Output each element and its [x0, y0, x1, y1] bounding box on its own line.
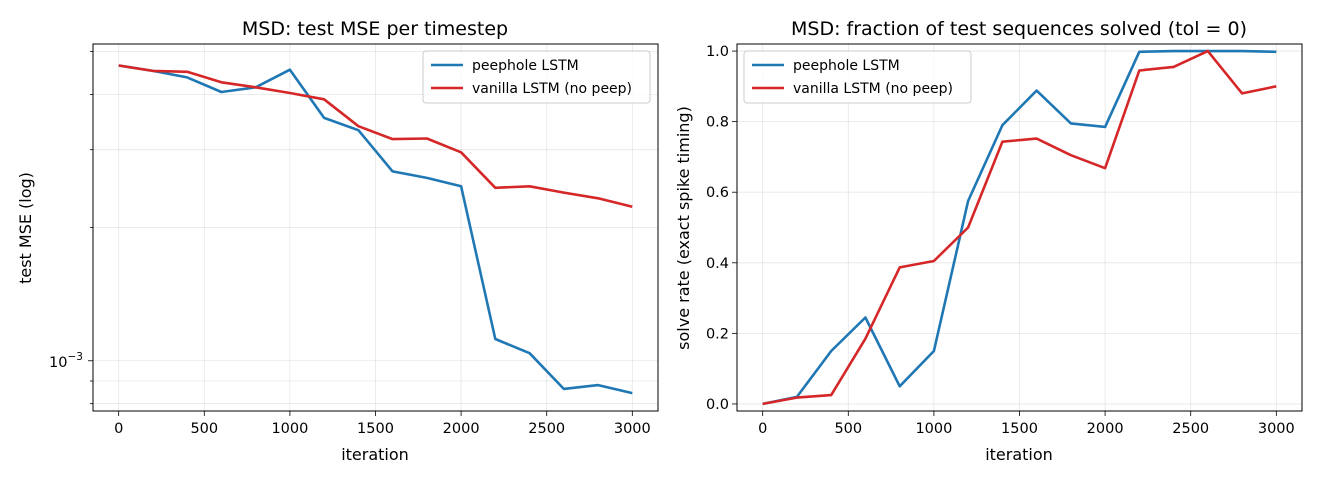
mse-chart-title: MSD: test MSE per timestep — [242, 18, 508, 40]
solve-rate-x-tick-label: 1500 — [1001, 421, 1038, 437]
mse-series-vanilla-line — [118, 64, 633, 208]
mse-x-tick-label: 3000 — [614, 421, 651, 437]
mse-x-tick-label: 500 — [190, 421, 218, 437]
solve-rate-y-tick-label: 1.0 — [706, 44, 729, 60]
solve-rate-legend-label-peephole: peephole LSTM — [793, 58, 900, 74]
solve-rate-grid — [737, 44, 1302, 411]
solve-rate-panel: MSD: fraction of test sequences solved (… — [674, 18, 1303, 464]
solve-rate-x-axis-label: iteration — [985, 445, 1053, 464]
mse-series — [118, 64, 633, 395]
solve-rate-y-axis-label: solve rate (exact spike timing) — [674, 106, 693, 350]
mse-legend: peephole LSTM vanilla LSTM (no peep) — [422, 50, 651, 104]
solve-rate-y-axis: 0.0 0.2 0.4 0.6 0.8 1.0 — [706, 44, 737, 413]
mse-x-tick-label: 2500 — [528, 421, 565, 437]
solve-rate-y-tick-label: 0.0 — [706, 397, 729, 413]
solve-rate-x-tick-label: 3000 — [1258, 421, 1295, 437]
solve-rate-y-tick-label: 0.6 — [706, 185, 729, 201]
mse-x-tick-label: 0 — [114, 421, 123, 437]
solve-rate-x-tick-label: 2500 — [1172, 421, 1209, 437]
mse-grid — [93, 44, 658, 411]
mse-x-axis: 0 500 1000 1500 2000 2500 3000 — [114, 411, 651, 437]
solve-rate-chart-title: MSD: fraction of test sequences solved (… — [791, 18, 1247, 40]
solve-rate-legend: peephole LSTM vanilla LSTM (no peep) — [743, 50, 972, 104]
mse-x-tick-label: 1500 — [357, 421, 394, 437]
mse-legend-box — [422, 50, 651, 104]
solve-rate-x-tick-label: 0 — [758, 421, 767, 437]
solve-rate-legend-label-vanilla: vanilla LSTM (no peep) — [793, 81, 953, 97]
solve-rate-series — [762, 49, 1277, 406]
mse-y-axis: 10−3 — [49, 51, 93, 405]
solve-rate-x-axis: 0 500 1000 1500 2000 2500 3000 — [758, 411, 1295, 437]
mse-legend-label-peephole: peephole LSTM — [472, 58, 579, 74]
mse-y-tick-label: 10−3 — [49, 351, 83, 371]
mse-series-peephole-line — [118, 64, 633, 395]
solve-rate-y-tick-label: 0.4 — [706, 256, 729, 272]
mse-panel: MSD: test MSE per timestep 0 500 1000 1500 2… — [16, 18, 659, 464]
mse-x-tick-label: 2000 — [443, 421, 480, 437]
solve-rate-series-vanilla-line — [762, 49, 1277, 406]
solve-rate-x-tick-label: 1000 — [915, 421, 952, 437]
solve-rate-legend-box — [743, 50, 972, 104]
solve-rate-x-tick-label: 2000 — [1087, 421, 1124, 437]
mse-y-axis-label: test MSE (log) — [16, 172, 35, 284]
solve-rate-y-tick-label: 0.8 — [706, 115, 729, 131]
solve-rate-x-tick-label: 500 — [834, 421, 862, 437]
solve-rate-y-tick-label: 0.2 — [706, 326, 729, 342]
mse-x-tick-label: 1000 — [271, 421, 308, 437]
mse-x-axis-label: iteration — [341, 445, 409, 464]
mse-legend-label-vanilla: vanilla LSTM (no peep) — [472, 81, 632, 97]
solve-rate-series-peephole-line — [762, 49, 1277, 406]
mse-y-tick-base: 10 — [49, 355, 67, 371]
mse-y-tick-exponent: −3 — [67, 351, 82, 363]
